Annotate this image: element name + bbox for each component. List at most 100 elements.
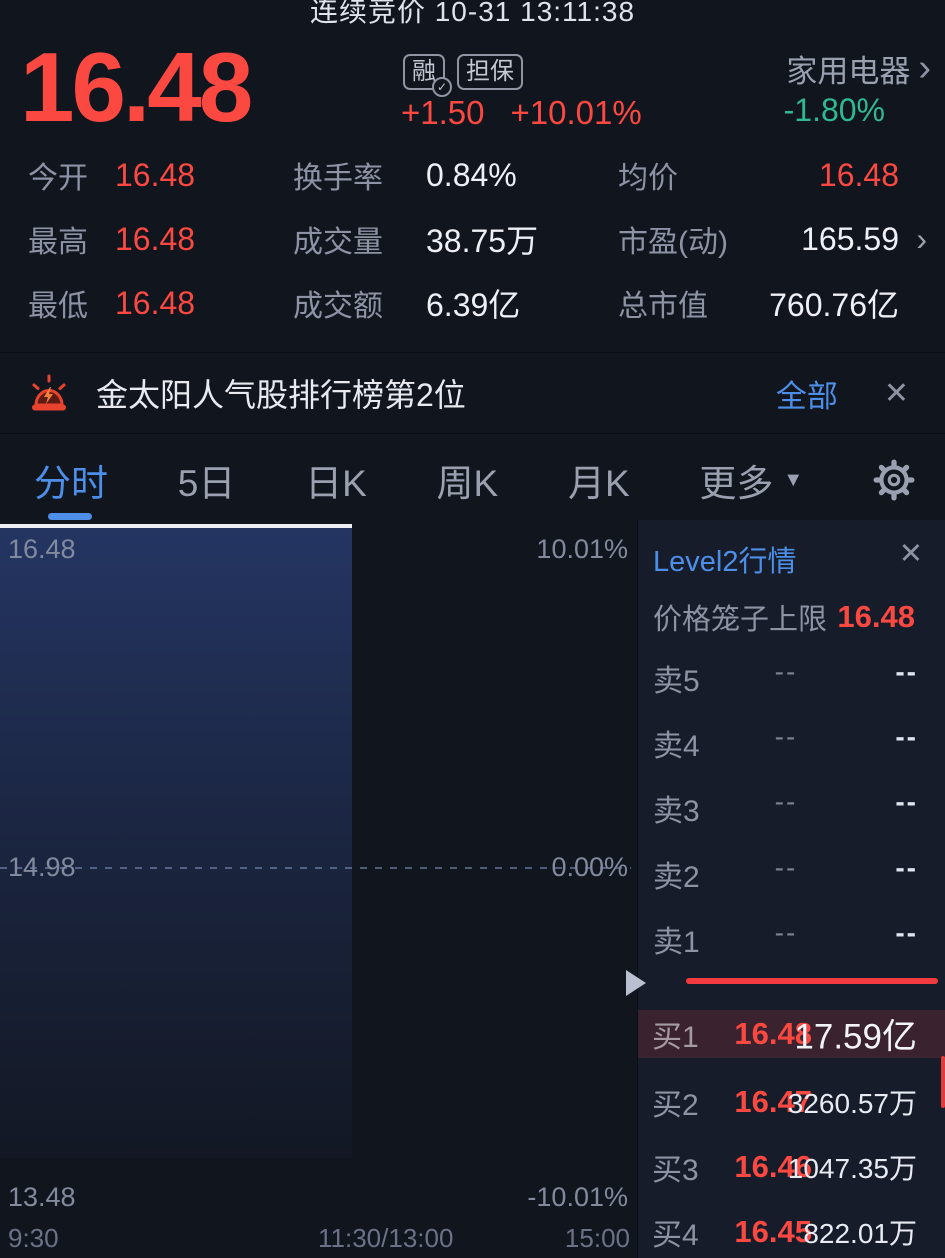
sector-link[interactable]: 家用电器 ›: [786, 46, 931, 91]
limit-up-indicator-line: [686, 978, 938, 984]
chart-period-tabs: 分时 5日 日K 周K 月K 更多 ▼: [0, 440, 945, 520]
intraday-chart[interactable]: 16.48 14.98 13.48 10.01% 0.00% -10.01% 9…: [0, 520, 637, 1258]
ask-price: --: [774, 917, 798, 948]
dropdown-arrow-icon: ▼: [783, 468, 804, 491]
siren-icon: [32, 374, 66, 411]
sector-name: 家用电器: [786, 54, 911, 89]
level2-panel: Level2行情 ✕ 价格笼子上限 16.48 卖5 -- -- 卖4 -- -…: [626, 520, 945, 1258]
y-tick-low: 13.48: [8, 1182, 76, 1212]
stats-row-1: 今开 16.48 换手率 0.84% 均价 16.48 ›: [0, 143, 945, 207]
tab-monthly-k[interactable]: 月K: [567, 463, 630, 504]
ask-amount: --: [895, 656, 918, 687]
stats-expand-chevron-icon[interactable]: ›: [916, 220, 927, 257]
banner-all-link[interactable]: 全部: [775, 378, 838, 414]
popularity-banner[interactable]: 金太阳人气股排行榜第2位 全部 ✕: [0, 352, 945, 434]
scroll-indicator[interactable]: [941, 1056, 945, 1108]
tab-daily-k[interactable]: 日K: [305, 463, 367, 504]
pct-tick-low: -10.01%: [527, 1182, 628, 1212]
ask-row-1[interactable]: 卖1 -- --: [653, 917, 918, 959]
ask-price: --: [774, 852, 798, 883]
y-tick-mid: 14.98: [8, 852, 76, 882]
sector-change-percent: -1.80%: [783, 92, 885, 128]
collateral-badge[interactable]: 担保: [457, 54, 523, 90]
tab-more[interactable]: 更多 ▼: [699, 463, 804, 504]
stat-label-pe: 市盈(动): [618, 226, 728, 259]
stat-value-low: 16.48: [115, 284, 196, 321]
stat-value-volume: 38.75万: [426, 223, 539, 259]
bid-amount: 3260.57万: [787, 1088, 917, 1119]
orderbook-divider[interactable]: [626, 968, 945, 1000]
x-tick-open: 9:30: [8, 1223, 59, 1253]
stats-row-3: 最低 16.48 成交额 6.39亿 总市值 760.76亿 ›: [0, 271, 945, 335]
ask-amount: --: [895, 786, 918, 817]
bid-row-3[interactable]: 买3 16.46 1047.35万: [652, 1149, 917, 1187]
bid-row-2[interactable]: 买2 16.47 3260.57万: [652, 1084, 917, 1122]
stat-value-high: 16.48: [115, 220, 196, 257]
stats-row-2: 最高 16.48 成交量 38.75万 市盈(动) 165.59 ›: [0, 207, 945, 271]
stat-value-market-cap: 760.76亿: [769, 287, 899, 323]
active-tab-underline: [48, 513, 92, 520]
bid-amount: 17.59亿: [794, 1017, 917, 1057]
stat-label-market-cap: 总市值: [618, 290, 708, 323]
ask-price: --: [774, 721, 798, 752]
chart-zero-dashed-line: [0, 867, 631, 869]
stat-label-low: 最低: [28, 290, 88, 323]
bid-price: 16.46: [734, 1149, 812, 1184]
stat-label-avg-price: 均价: [618, 162, 678, 195]
bid-price: 16.48: [734, 1016, 812, 1051]
bid-price: 16.47: [734, 1084, 812, 1119]
check-icon: ✓: [432, 77, 452, 97]
stat-label-amount: 成交额: [293, 290, 383, 323]
bid-row-4[interactable]: 买4 16.45 822.01万: [652, 1214, 917, 1252]
session-status: 连续竞价 10-31 13:11:38: [309, 0, 636, 27]
ask-price: --: [774, 786, 798, 817]
chevron-right-icon: ›: [918, 47, 931, 90]
x-tick-noon: 11:30/13:00: [318, 1223, 454, 1253]
banner-close-icon[interactable]: ✕: [883, 376, 909, 410]
stat-value-pe: 165.59: [801, 220, 899, 257]
stat-value-turnover-rate: 0.84%: [426, 156, 517, 193]
stats-grid: 今开 16.48 换手率 0.84% 均价 16.48 › 最高 16.48 成…: [0, 143, 945, 335]
ask-row-5[interactable]: 卖5 -- --: [653, 656, 918, 698]
chart-area-fill: [0, 528, 352, 1158]
stat-label-open: 今开: [28, 162, 88, 195]
banner-text: 金太阳人气股排行榜第2位: [96, 377, 466, 413]
price-change: +1.50 +10.01%: [401, 94, 642, 132]
ask-amount: --: [895, 721, 918, 752]
pct-tick-mid: 0.00%: [551, 852, 628, 882]
change-value: +1.50: [401, 94, 485, 131]
pct-tick-high: 10.01%: [536, 534, 628, 564]
tab-weekly-k[interactable]: 周K: [436, 463, 499, 504]
stat-label-high: 最高: [28, 226, 88, 259]
margin-badge[interactable]: 融 ✓: [403, 54, 452, 97]
x-tick-close: 15:00: [564, 1223, 630, 1253]
stat-value-open: 16.48: [115, 156, 196, 193]
stat-value-avg-price: 16.48: [818, 156, 899, 193]
bid-amount: 1047.35万: [787, 1153, 917, 1184]
tab-intraday[interactable]: 分时: [34, 463, 108, 504]
bid-row-1[interactable]: 买1 16.48 17.59亿: [638, 1010, 945, 1058]
ask-amount: --: [895, 852, 918, 883]
price-cage-value: 16.48: [837, 599, 915, 634]
stat-label-turnover-rate: 换手率: [293, 162, 383, 195]
level2-close-icon[interactable]: ✕: [898, 538, 923, 570]
bid-amount: 822.01万: [803, 1218, 917, 1249]
ask-row-3[interactable]: 卖3 -- --: [653, 786, 918, 828]
ask-row-4[interactable]: 卖4 -- --: [653, 721, 918, 763]
chart-price-line: [0, 524, 352, 528]
change-percent: +10.01%: [510, 94, 642, 131]
x-axis: 9:30 11:30/13:00 15:00: [0, 1223, 637, 1253]
y-tick-high: 16.48: [8, 534, 76, 564]
gear-icon[interactable]: [873, 459, 915, 501]
play-arrow-icon: [626, 970, 646, 996]
price-cage-label: 价格笼子上限: [653, 604, 828, 636]
stock-badges: 融 ✓ 担保: [403, 54, 523, 97]
level2-title[interactable]: Level2行情: [653, 546, 797, 578]
ask-row-2[interactable]: 卖2 -- --: [653, 852, 918, 894]
stat-label-volume: 成交量: [293, 226, 383, 259]
stat-value-amount: 6.39亿: [426, 287, 521, 323]
ask-amount: --: [895, 917, 918, 948]
price-cage-row: 价格笼子上限 16.48: [653, 596, 915, 638]
tab-5day[interactable]: 5日: [177, 463, 236, 504]
